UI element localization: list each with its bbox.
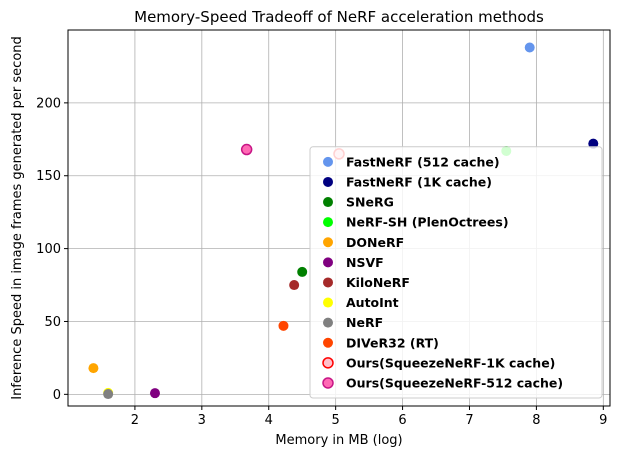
legend-marker — [323, 337, 333, 348]
data-point — [588, 138, 599, 149]
x-tick-label: 3 — [198, 413, 206, 428]
data-point — [88, 363, 99, 374]
x-tick-label: 4 — [265, 413, 273, 428]
x-tick-label: 2 — [131, 413, 139, 428]
data-point — [289, 280, 300, 291]
data-point — [524, 42, 535, 53]
data-point — [297, 266, 308, 277]
legend-label: AutoInt — [346, 295, 399, 310]
y-tick-label: 100 — [36, 242, 61, 257]
legend-label: NSVF — [346, 255, 384, 270]
y-tick-label: 0 — [53, 388, 61, 403]
legend-marker — [322, 377, 334, 389]
data-point — [240, 143, 253, 156]
legend-marker — [323, 176, 333, 187]
x-tick-label: 6 — [398, 413, 406, 428]
legend-marker — [323, 257, 333, 268]
y-tick-label: 200 — [36, 96, 61, 111]
x-tick-label: 9 — [599, 413, 607, 428]
legend-label: FastNeRF (512 cache) — [346, 154, 500, 169]
legend-label: SNeRG — [346, 195, 394, 210]
legend-label: Ours(SqueezeNeRF-1K cache) — [346, 355, 555, 370]
data-point — [103, 389, 114, 400]
legend-marker — [323, 217, 333, 228]
legend-marker — [323, 297, 333, 308]
y-tick-label: 150 — [36, 169, 61, 184]
legend-label: Ours(SqueezeNeRF-512 cache) — [346, 375, 563, 390]
plot-frame — [67, 29, 611, 407]
legend-marker — [323, 156, 333, 167]
x-tick-label: 8 — [532, 413, 540, 428]
legend-label: NeRF-SH (PlenOctrees) — [346, 215, 509, 230]
legend-marker — [323, 197, 333, 208]
y-tick-label: 50 — [44, 315, 61, 330]
legend-marker — [323, 317, 333, 328]
legend-marker — [323, 277, 333, 288]
chart-title: Memory-Speed Tradeoff of NeRF accelerati… — [134, 8, 544, 26]
legend-label: DONeRF — [346, 235, 404, 250]
axis-ticks: 2 3 4 5 6 7 8 9 0 50 100 150 200 — [36, 96, 607, 428]
x-tick-label: 7 — [465, 413, 473, 428]
data-point — [278, 320, 289, 331]
legend: FastNeRF (512 cache) FastNeRF (1K cache) S… — [309, 146, 603, 399]
legend-marker — [322, 357, 334, 369]
legend-label: DIVeR32 (RT) — [346, 335, 439, 350]
legend-box — [309, 146, 603, 399]
y-axis-label: Inference Speed in image frames generate… — [10, 36, 25, 400]
legend-label: KiloNeRF — [346, 275, 410, 290]
x-axis-label: Memory in MB (log) — [275, 433, 402, 448]
legend-label: FastNeRF (1K cache) — [346, 174, 492, 189]
legend-marker — [323, 237, 333, 248]
x-tick-label: 5 — [332, 413, 340, 428]
data-point — [149, 388, 160, 399]
legend-label: NeRF — [346, 315, 383, 330]
